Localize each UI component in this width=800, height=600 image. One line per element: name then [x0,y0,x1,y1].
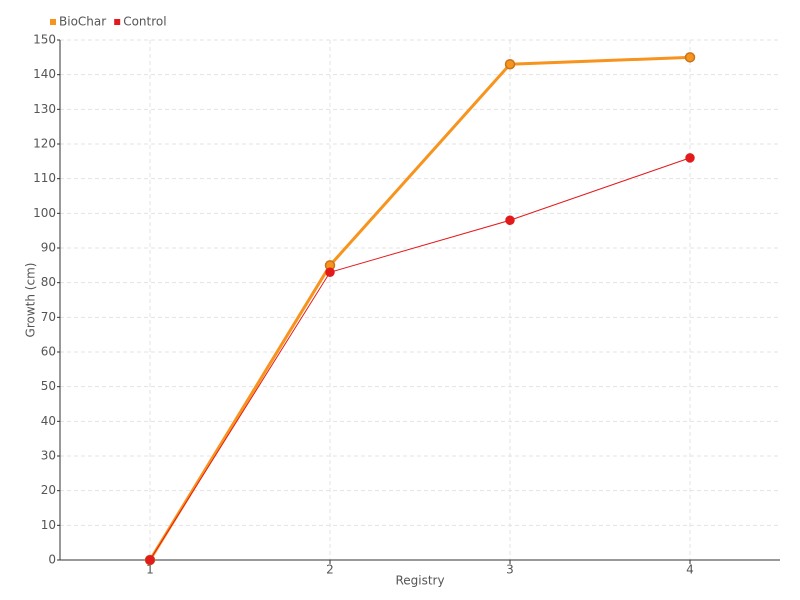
x-tick-label: 4 [686,563,694,577]
data-point [685,153,695,163]
x-tick-label: 2 [326,563,334,577]
legend-label: Control [123,15,166,29]
y-tick-label: 100 [33,206,56,220]
y-tick-label: 140 [33,67,56,81]
y-tick-label: 130 [33,102,56,116]
data-point [325,267,335,278]
series-line [149,157,691,561]
y-tick-label: 60 [41,345,56,359]
data-point [145,555,155,565]
y-tick-label: 30 [41,449,56,463]
legend-label: BioChar [59,15,106,29]
y-tick-label: 40 [41,414,56,428]
x-tick-label: 1 [146,563,154,577]
y-tick-label: 10 [41,518,56,532]
y-axis-label: Growth (cm) [24,263,38,338]
data-point [505,215,515,226]
y-tick-label: 50 [41,379,56,393]
y-tick-label: 0 [48,553,56,567]
legend-swatch [50,19,56,25]
y-tick-label: 150 [33,33,56,47]
y-tick-label: 90 [41,241,56,255]
legend-swatch [114,19,121,25]
y-tick-label: 80 [41,275,56,289]
y-tick-label: 110 [33,171,56,185]
x-axis-label: Registry [395,574,444,588]
data-point [684,52,696,63]
data-point [504,59,516,70]
y-tick-label: 70 [41,310,56,324]
y-tick-label: 20 [41,483,56,497]
x-tick-label: 3 [506,563,514,577]
series-line [148,55,691,561]
y-tick-label: 120 [33,137,56,151]
